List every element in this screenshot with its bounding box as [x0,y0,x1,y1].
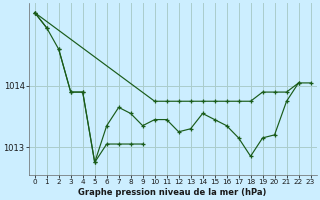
X-axis label: Graphe pression niveau de la mer (hPa): Graphe pression niveau de la mer (hPa) [78,188,267,197]
